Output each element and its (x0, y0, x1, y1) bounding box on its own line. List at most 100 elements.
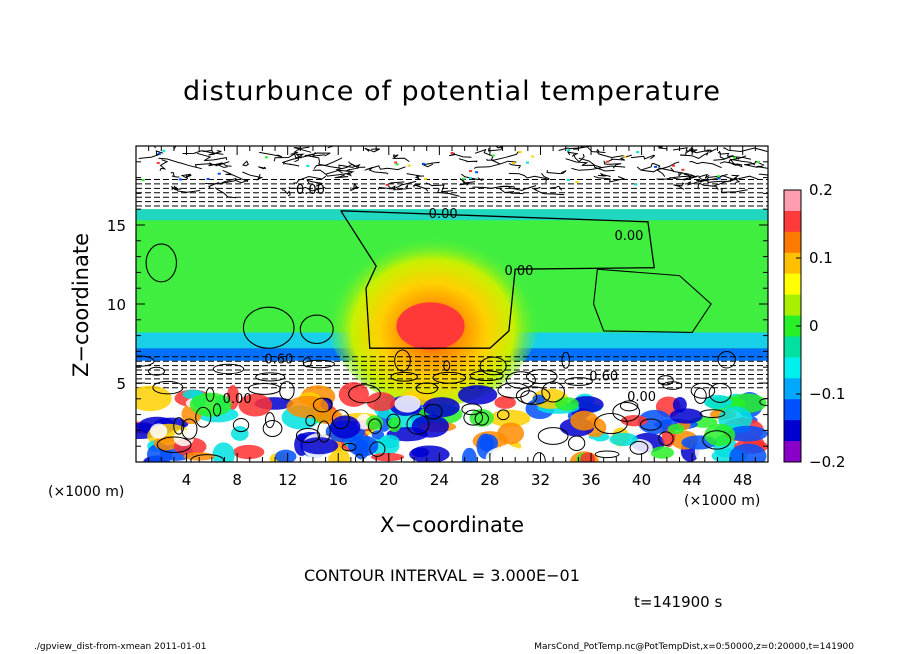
noise-contour (636, 166, 675, 173)
turbulent-blob (232, 444, 265, 460)
lower-contour (629, 440, 649, 455)
speck (206, 177, 210, 180)
lower-contour (190, 454, 225, 462)
speck (653, 165, 657, 168)
lower-contour (341, 442, 357, 452)
speck (158, 152, 162, 155)
noise-contour (499, 188, 524, 195)
speck (450, 151, 454, 154)
noise-contour (573, 153, 585, 163)
turbulent-blob (580, 452, 596, 462)
noise-contour (194, 161, 230, 168)
noise-contour (273, 153, 302, 162)
noise-contour (306, 179, 324, 187)
speck (681, 168, 685, 171)
noise-contour (288, 186, 326, 192)
noise-contour (508, 172, 547, 180)
plot-area (136, 146, 768, 462)
noise-contour (458, 158, 478, 163)
turbulent-blob (727, 425, 768, 442)
speck (671, 164, 675, 167)
contour-label: 0.00 (614, 229, 643, 244)
noise-contour (603, 160, 622, 169)
contour-label: 0.00 (296, 183, 325, 198)
noise-contour (170, 172, 180, 178)
turbulent-blob (394, 395, 421, 413)
turbulent-blob (485, 446, 528, 462)
noise-contour (565, 158, 603, 169)
speck (162, 149, 166, 152)
lower-contour (505, 371, 536, 389)
speck (717, 177, 721, 180)
noise-contour (170, 185, 182, 191)
x-axis: 4 8 12 16 20 24 28 32 36 40 44 48 (148, 146, 756, 489)
colorbar-swatch (784, 294, 801, 317)
speck (636, 151, 640, 154)
noise-contour (406, 173, 424, 180)
lower-contour (469, 370, 504, 382)
lower-contour (386, 413, 401, 429)
noise-contour (472, 185, 516, 190)
noise-contour (656, 175, 692, 180)
noise-contour (720, 188, 748, 193)
speck (717, 175, 721, 178)
turbulent-blob (173, 429, 194, 447)
noise-contour (421, 161, 440, 168)
noise-contour (549, 185, 563, 191)
noise-contour (630, 154, 656, 160)
noise-contour (259, 151, 283, 158)
speck (141, 179, 145, 182)
turbulent-blob (370, 452, 405, 462)
zero-contour (340, 210, 655, 349)
speck (217, 172, 221, 175)
speck (156, 161, 160, 164)
zero-contour (299, 314, 334, 345)
noise-contour (672, 170, 696, 178)
lower-contour (264, 412, 275, 429)
lower-contour (561, 351, 571, 369)
contour-label: 0.00 (429, 207, 458, 222)
contour-labels: 0.00 0.00 0.00 0.00 0.60 0.60 0.00 0.00 (223, 183, 656, 407)
noise-contour (723, 147, 768, 153)
noise-contour (711, 175, 759, 187)
lower-contour (152, 380, 184, 395)
turbulent-blob (238, 393, 273, 417)
lower-contour (515, 386, 551, 405)
colorbar-swatch (784, 210, 801, 233)
lower-contour (693, 387, 707, 404)
x-tick-label: 8 (232, 471, 242, 489)
turbulent-blob (300, 437, 339, 455)
x-tick-label: 40 (632, 471, 651, 489)
noise-contour (304, 154, 343, 170)
noise-contour (413, 184, 429, 192)
speck (567, 149, 571, 152)
x-tick-label: 44 (683, 471, 702, 489)
lower-contour (594, 450, 620, 459)
colorbar-swatch (784, 420, 801, 442)
speck (264, 156, 268, 159)
warm-core (396, 302, 465, 350)
lower-contour (496, 409, 510, 421)
noise-contour (366, 165, 406, 171)
x-tick-label: 4 (182, 471, 192, 489)
lower-contour (541, 381, 565, 403)
noise-contour (214, 187, 237, 199)
lower-contour (295, 428, 321, 443)
speck (468, 170, 472, 173)
turbulent-blob (411, 447, 430, 458)
speck (757, 161, 761, 164)
speck (623, 155, 627, 158)
noise-contour (182, 150, 224, 155)
turbulent-blob (286, 395, 329, 418)
y-axis: 5 10 15 (107, 161, 768, 447)
x-tick-label: 48 (733, 471, 752, 489)
speck (634, 183, 638, 186)
x-tick-label: 36 (581, 471, 600, 489)
speck (407, 164, 411, 167)
lower-contour (497, 382, 530, 399)
footer-left: ./gpview_dist-from-xmean 2011-01-01 (34, 642, 207, 652)
noise-contour (598, 172, 611, 177)
colorbar-swatch (784, 378, 801, 400)
lower-contour (612, 402, 641, 422)
colorbar-swatch (784, 336, 801, 358)
